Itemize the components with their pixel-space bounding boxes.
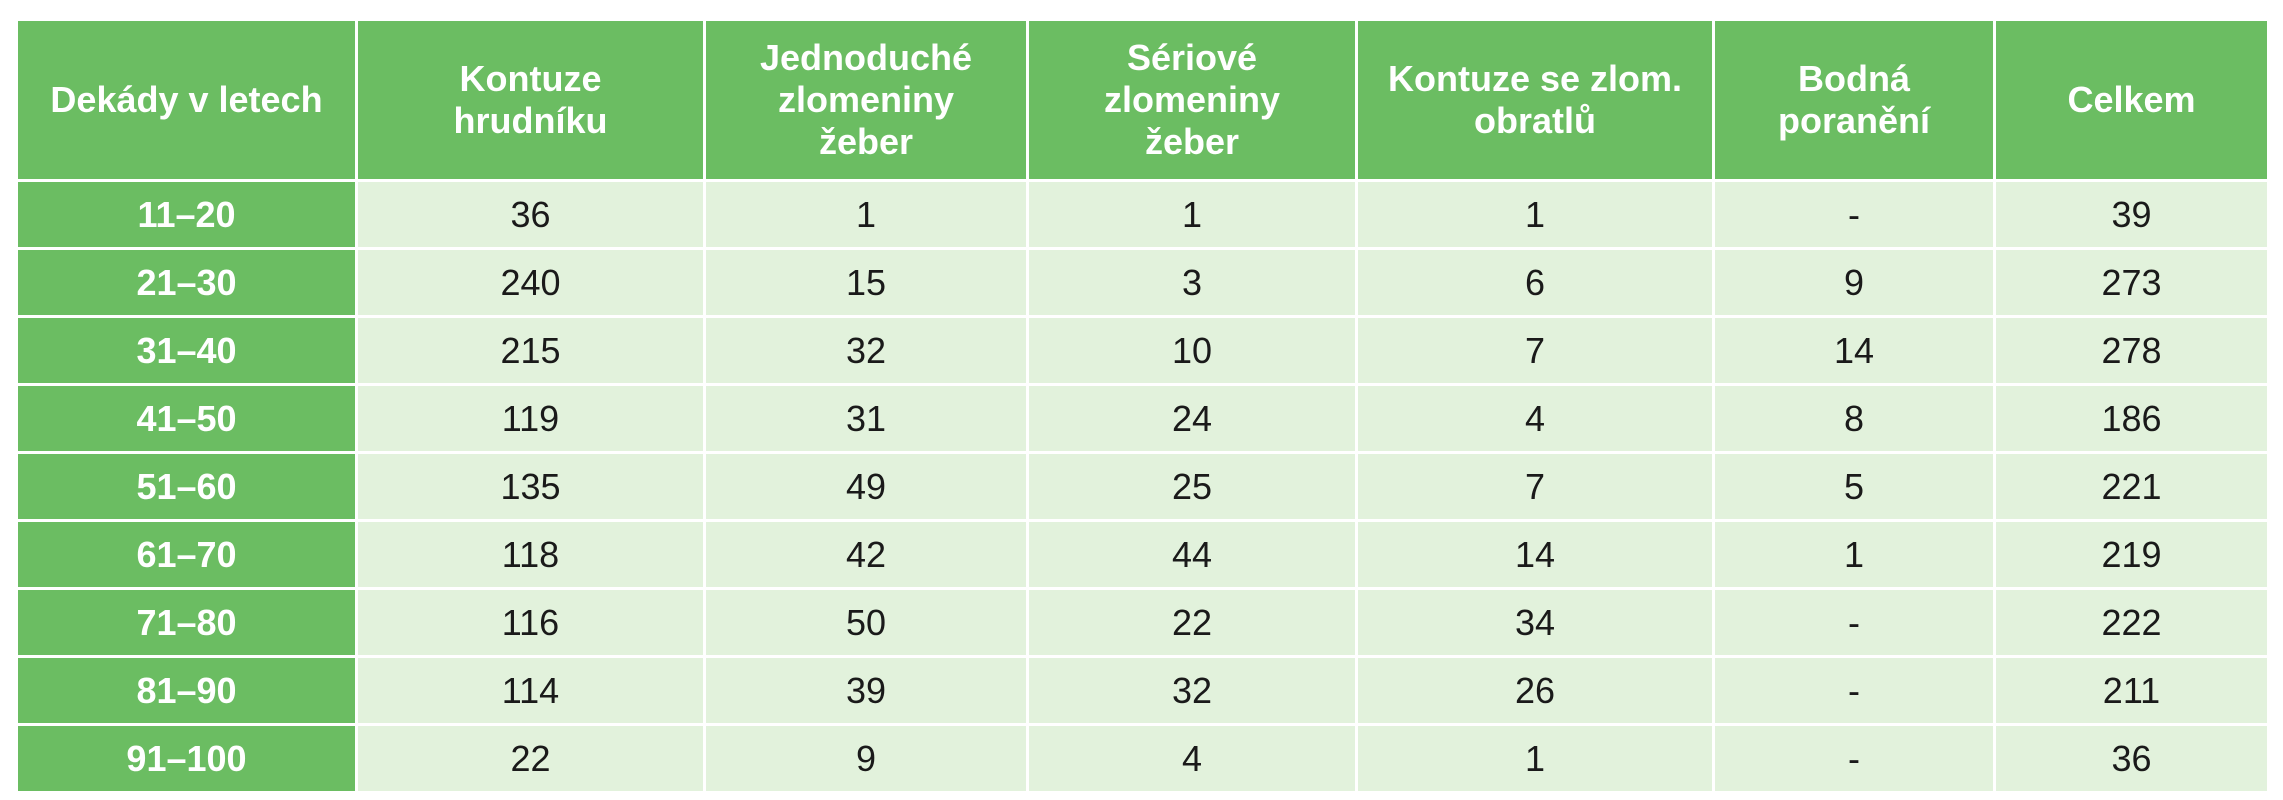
header-line: Kontuze se zlom. bbox=[1387, 58, 1683, 99]
header-line: obratlů bbox=[1474, 100, 1596, 141]
table-cell: 49 bbox=[703, 451, 1029, 522]
table-cell: 32 bbox=[1026, 655, 1358, 726]
table-cell: 32 bbox=[703, 315, 1029, 386]
header-line: Celkem bbox=[2067, 79, 2196, 120]
table-cell: 135 bbox=[355, 451, 706, 522]
table-cell: 4 bbox=[1355, 383, 1715, 454]
table-cell: - bbox=[1712, 179, 1996, 250]
table-cell: 15 bbox=[703, 247, 1029, 318]
row-label-decade: 21–30 bbox=[15, 247, 358, 318]
table-cell: 36 bbox=[355, 179, 706, 250]
table-cell: 6 bbox=[1355, 247, 1715, 318]
table-cell: 39 bbox=[703, 655, 1029, 726]
table-row: 41–50 119 31 24 4 8 186 bbox=[15, 383, 2270, 454]
header-line: zlomeniny bbox=[1103, 79, 1281, 120]
table-row: 31–40 215 32 10 7 14 278 bbox=[15, 315, 2270, 386]
table-cell: 14 bbox=[1712, 315, 1996, 386]
table-cell: 240 bbox=[355, 247, 706, 318]
table-cell: 273 bbox=[1993, 247, 2270, 318]
table-row: 11–20 36 1 1 1-39 bbox=[15, 179, 2270, 250]
table-cell: - bbox=[1712, 655, 1996, 726]
header-simple-rib-fractures: Jednoduché zlomeniny žeber bbox=[703, 18, 1029, 182]
header-line: Jednoduché bbox=[759, 37, 973, 78]
header-serial-rib-fractures: Sériové zlomeniny žeber bbox=[1026, 18, 1358, 182]
injury-table: Dekády v letech Kontuze hrudníku Jednoduc… bbox=[15, 18, 2270, 794]
table-cell: 36 bbox=[1993, 723, 2270, 794]
table-cell: 50 bbox=[703, 587, 1029, 658]
header-line: poranění bbox=[1777, 100, 1930, 141]
row-label-decade: 91–100 bbox=[15, 723, 358, 794]
table-cell: 1 bbox=[1712, 519, 1996, 590]
table-cell: 222 bbox=[1993, 587, 2270, 658]
table-cell: 278 bbox=[1993, 315, 2270, 386]
table-cell: 211 bbox=[1993, 655, 2270, 726]
header-line: žeber bbox=[818, 121, 914, 162]
table-cell: 9 bbox=[1712, 247, 1996, 318]
row-label-decade: 31–40 bbox=[15, 315, 358, 386]
table-cell: 215 bbox=[355, 315, 706, 386]
header-line: Kontuze bbox=[459, 58, 602, 99]
header-line: zlomeniny bbox=[777, 79, 955, 120]
table-cell: 22 bbox=[1026, 587, 1358, 658]
table-cell: 26 bbox=[1355, 655, 1715, 726]
header-chest-contusion: Kontuze hrudníku bbox=[355, 18, 706, 182]
table-cell: 1 bbox=[1355, 723, 1715, 794]
table-cell: 10 bbox=[1026, 315, 1358, 386]
table-row: 91–100 22 9 4 1-36 bbox=[15, 723, 2270, 794]
header-line: Sériové bbox=[1126, 37, 1258, 78]
table-cell: 116 bbox=[355, 587, 706, 658]
table-cell: 44 bbox=[1026, 519, 1358, 590]
table-cell: 119 bbox=[355, 383, 706, 454]
row-label-decade: 11–20 bbox=[15, 179, 358, 250]
table-row: 21–30 240 15 3 6 9 273 bbox=[15, 247, 2270, 318]
table-cell: 219 bbox=[1993, 519, 2270, 590]
header-line: Bodná bbox=[1798, 58, 1910, 99]
injury-table-container: Dekády v letech Kontuze hrudníku Jednoduc… bbox=[15, 18, 2270, 794]
header-line: žeber bbox=[1144, 121, 1240, 162]
table-cell: 22 bbox=[355, 723, 706, 794]
table-cell: 114 bbox=[355, 655, 706, 726]
header-stab-wounds: Bodná poranění bbox=[1712, 18, 1996, 182]
table-cell: 1 bbox=[1026, 179, 1358, 250]
table-cell: 24 bbox=[1026, 383, 1358, 454]
table-cell: 39 bbox=[1993, 179, 2270, 250]
table-row: 71–80 116 50 22 34-222 bbox=[15, 587, 2270, 658]
table-cell: 7 bbox=[1355, 315, 1715, 386]
row-label-decade: 71–80 bbox=[15, 587, 358, 658]
table-cell: 1 bbox=[1355, 179, 1715, 250]
table-cell: - bbox=[1712, 587, 1996, 658]
table-cell: 14 bbox=[1355, 519, 1715, 590]
row-label-decade: 81–90 bbox=[15, 655, 358, 726]
header-total: Celkem bbox=[1993, 18, 2270, 182]
header-line: hrudníku bbox=[453, 100, 608, 141]
table-cell: - bbox=[1712, 723, 1996, 794]
table-cell: 3 bbox=[1026, 247, 1358, 318]
table-cell: 31 bbox=[703, 383, 1029, 454]
row-label-decade: 61–70 bbox=[15, 519, 358, 590]
table-cell: 5 bbox=[1712, 451, 1996, 522]
table-body: 11–20 36 1 1 1-39 21–30 240 15 3 6 9 273 31–40 215 32 1… bbox=[15, 179, 2270, 794]
table-cell: 4 bbox=[1026, 723, 1358, 794]
table-cell: 7 bbox=[1355, 451, 1715, 522]
table-row: 61–70 118 42 44 14 1 219 bbox=[15, 519, 2270, 590]
header-contusion-vertebral-fracture: Kontuze se zlom. obratlů bbox=[1355, 18, 1715, 182]
table-cell: 34 bbox=[1355, 587, 1715, 658]
table-cell: 186 bbox=[1993, 383, 2270, 454]
table-cell: 9 bbox=[703, 723, 1029, 794]
table-cell: 118 bbox=[355, 519, 706, 590]
table-cell: 8 bbox=[1712, 383, 1996, 454]
table-row: 81–90 114 39 32 26-211 bbox=[15, 655, 2270, 726]
table-cell: 42 bbox=[703, 519, 1029, 590]
table-row: 51–60 135 49 25 7 5 221 bbox=[15, 451, 2270, 522]
header-row: Dekády v letech Kontuze hrudníku Jednoduc… bbox=[15, 18, 2270, 182]
table-cell: 221 bbox=[1993, 451, 2270, 522]
row-label-decade: 51–60 bbox=[15, 451, 358, 522]
table-cell: 1 bbox=[703, 179, 1029, 250]
row-label-decade: 41–50 bbox=[15, 383, 358, 454]
table-cell: 25 bbox=[1026, 451, 1358, 522]
header-decades: Dekády v letech bbox=[15, 18, 358, 182]
